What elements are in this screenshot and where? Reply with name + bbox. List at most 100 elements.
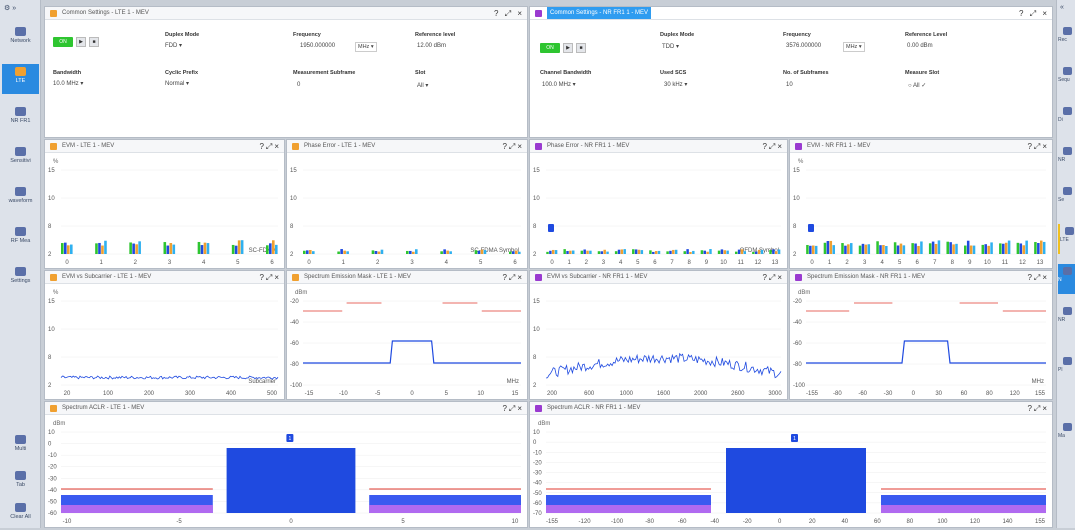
lte-slot-select[interactable]: All ▾ [417,83,429,89]
chart-panel-sem-nr: Spectrum Emission Mask - NR FR1 1 - MEV?… [789,270,1053,400]
right-sidebar-item[interactable]: N [1058,264,1075,294]
nr-run-button[interactable]: ▶ [563,43,573,53]
right-sidebar-item[interactable]: Ma [1058,420,1075,450]
sidebar-toggle-icon[interactable]: ⚙ » [4,5,17,12]
lte-cyclic-prefix-select[interactable]: Normal ▾ [165,81,190,87]
close-icon[interactable]: × [517,404,524,413]
help-icon[interactable]: ? [259,273,266,282]
nr-on-button[interactable]: ON [540,43,560,53]
bar [966,240,970,254]
close-icon[interactable]: × [517,273,524,282]
right-sidebar-item[interactable]: Rec [1058,24,1075,54]
collapse-icon[interactable]: « [1060,4,1064,11]
expand-icon[interactable]: ⤢ [265,273,275,282]
sidebar-item-waveform[interactable]: waveform [2,184,39,214]
close-icon[interactable]: × [1042,142,1049,151]
y-unit-label: % [53,159,59,165]
sidebar-item-label: RF Mea [10,238,31,244]
right-sidebar-item[interactable]: Sequ [1058,64,1075,94]
expand-icon[interactable]: ⤢ [508,404,518,413]
help-icon[interactable]: ? [762,273,769,282]
close-icon[interactable]: × [777,273,784,282]
lte-frequency-input[interactable]: 1950.000000 [300,43,336,49]
expand-icon[interactable]: ⤢ [1033,273,1043,282]
nr-scs-select[interactable]: 30 kHz ▾ [664,82,688,88]
sidebar-item-clear-all[interactable]: Clear All [2,500,39,530]
expand-icon[interactable]: ⤢ [1033,404,1043,413]
nr-frequency-input[interactable]: 3576.000000 [786,43,822,49]
lte-duplex-select[interactable]: FDD ▾ [165,43,183,49]
close-icon[interactable]: × [517,142,524,151]
sidebar-item-icon [15,187,26,196]
nr-reflevel-input[interactable]: 0.00 dBm [907,43,933,49]
nr-channel-bw-select[interactable]: 100.0 MHz ▾ [542,82,576,88]
bar [972,245,976,254]
bar [440,251,443,254]
expand-icon[interactable]: ⤢ [768,273,778,282]
close-icon[interactable]: × [1042,404,1049,413]
expand-icon[interactable]: ⤢ [504,9,514,18]
y-tick-label: 10 [48,327,55,333]
help-icon[interactable]: ? [1027,404,1034,413]
sidebar-item-lte[interactable]: LTE [2,64,39,94]
nr-frequency-unit-select[interactable]: MHz ▾ [843,42,865,52]
sidebar-item-tab[interactable]: Tab [2,468,39,498]
help-icon[interactable]: ? [762,142,769,151]
help-icon[interactable]: ? [1027,273,1034,282]
right-sidebar-item[interactable]: LTE [1058,224,1075,254]
nr-measure-slot-label: Measure Slot [905,70,940,76]
help-icon[interactable]: ? [502,404,509,413]
right-sidebar-item[interactable]: Pl [1058,354,1075,384]
panel-controls: ?⤢× [762,271,784,283]
lte-bandwidth-select[interactable]: 10.0 MHz ▾ [53,81,84,87]
expand-icon[interactable]: ⤢ [508,142,518,151]
nr-stop-button[interactable]: ■ [576,43,586,53]
expand-icon[interactable]: ⤢ [1033,142,1043,151]
expand-icon[interactable]: ⤢ [265,142,275,151]
y-tick-label: 2 [793,252,797,258]
expand-icon[interactable]: ⤢ [1029,9,1039,18]
right-sidebar-item[interactable]: NR [1058,144,1075,174]
right-sidebar: « Rec Sequ Di NR Se LTE N NR Pl Ma [1056,0,1075,528]
expand-icon[interactable]: ⤢ [508,273,518,282]
bar [777,249,781,254]
right-sidebar-icon [1063,267,1072,275]
close-icon[interactable]: × [1042,273,1049,282]
y-tick-label: -20 [48,465,57,471]
bar [98,242,101,254]
lte-stop-button[interactable]: ■ [89,37,99,47]
help-icon[interactable]: ? [494,9,501,18]
right-sidebar-item[interactable]: Se [1058,184,1075,214]
help-icon[interactable]: ? [259,142,266,151]
bar [446,250,449,254]
help-icon[interactable]: ? [1027,142,1034,151]
lte-reflevel-input[interactable]: 12.00 dBm [417,43,447,49]
nr-duplex-select[interactable]: TDD ▾ [662,44,680,50]
expand-icon[interactable]: ⤢ [768,142,778,151]
help-icon[interactable]: ? [1019,9,1026,18]
sidebar-item-multi[interactable]: Multi [2,432,39,462]
close-icon[interactable]: × [1042,9,1049,18]
right-sidebar-item[interactable]: Di [1058,104,1075,134]
help-icon[interactable]: ? [502,142,509,151]
close-icon[interactable]: × [274,142,281,151]
lte-icon [50,143,57,150]
close-icon[interactable]: × [274,273,281,282]
lte-frequency-unit-select[interactable]: MHz ▾ [355,42,377,52]
right-sidebar-item[interactable]: NR [1058,304,1075,334]
lte-on-button[interactable]: ON [53,37,73,47]
sidebar-item-network[interactable]: Network [2,24,39,54]
close-icon[interactable]: × [517,9,524,18]
x-tick-label: 5 [401,519,405,525]
lte-subframe-input[interactable]: 0 [297,82,301,88]
help-icon[interactable]: ? [502,273,509,282]
nr-subframes-input[interactable]: 10 [786,82,793,88]
nr-measure-slot-select[interactable]: ○ All ✓ [908,83,927,89]
sidebar-item-rf-mea[interactable]: RF Mea [2,224,39,254]
sidebar-item-nr-fr1[interactable]: NR FR1 [2,104,39,134]
lte-run-button[interactable]: ▶ [76,37,86,47]
sidebar-item-sensitivi[interactable]: Sensitivi [2,144,39,174]
trace [806,340,1046,364]
close-icon[interactable]: × [777,142,784,151]
sidebar-item-settings[interactable]: Settings [2,264,39,294]
